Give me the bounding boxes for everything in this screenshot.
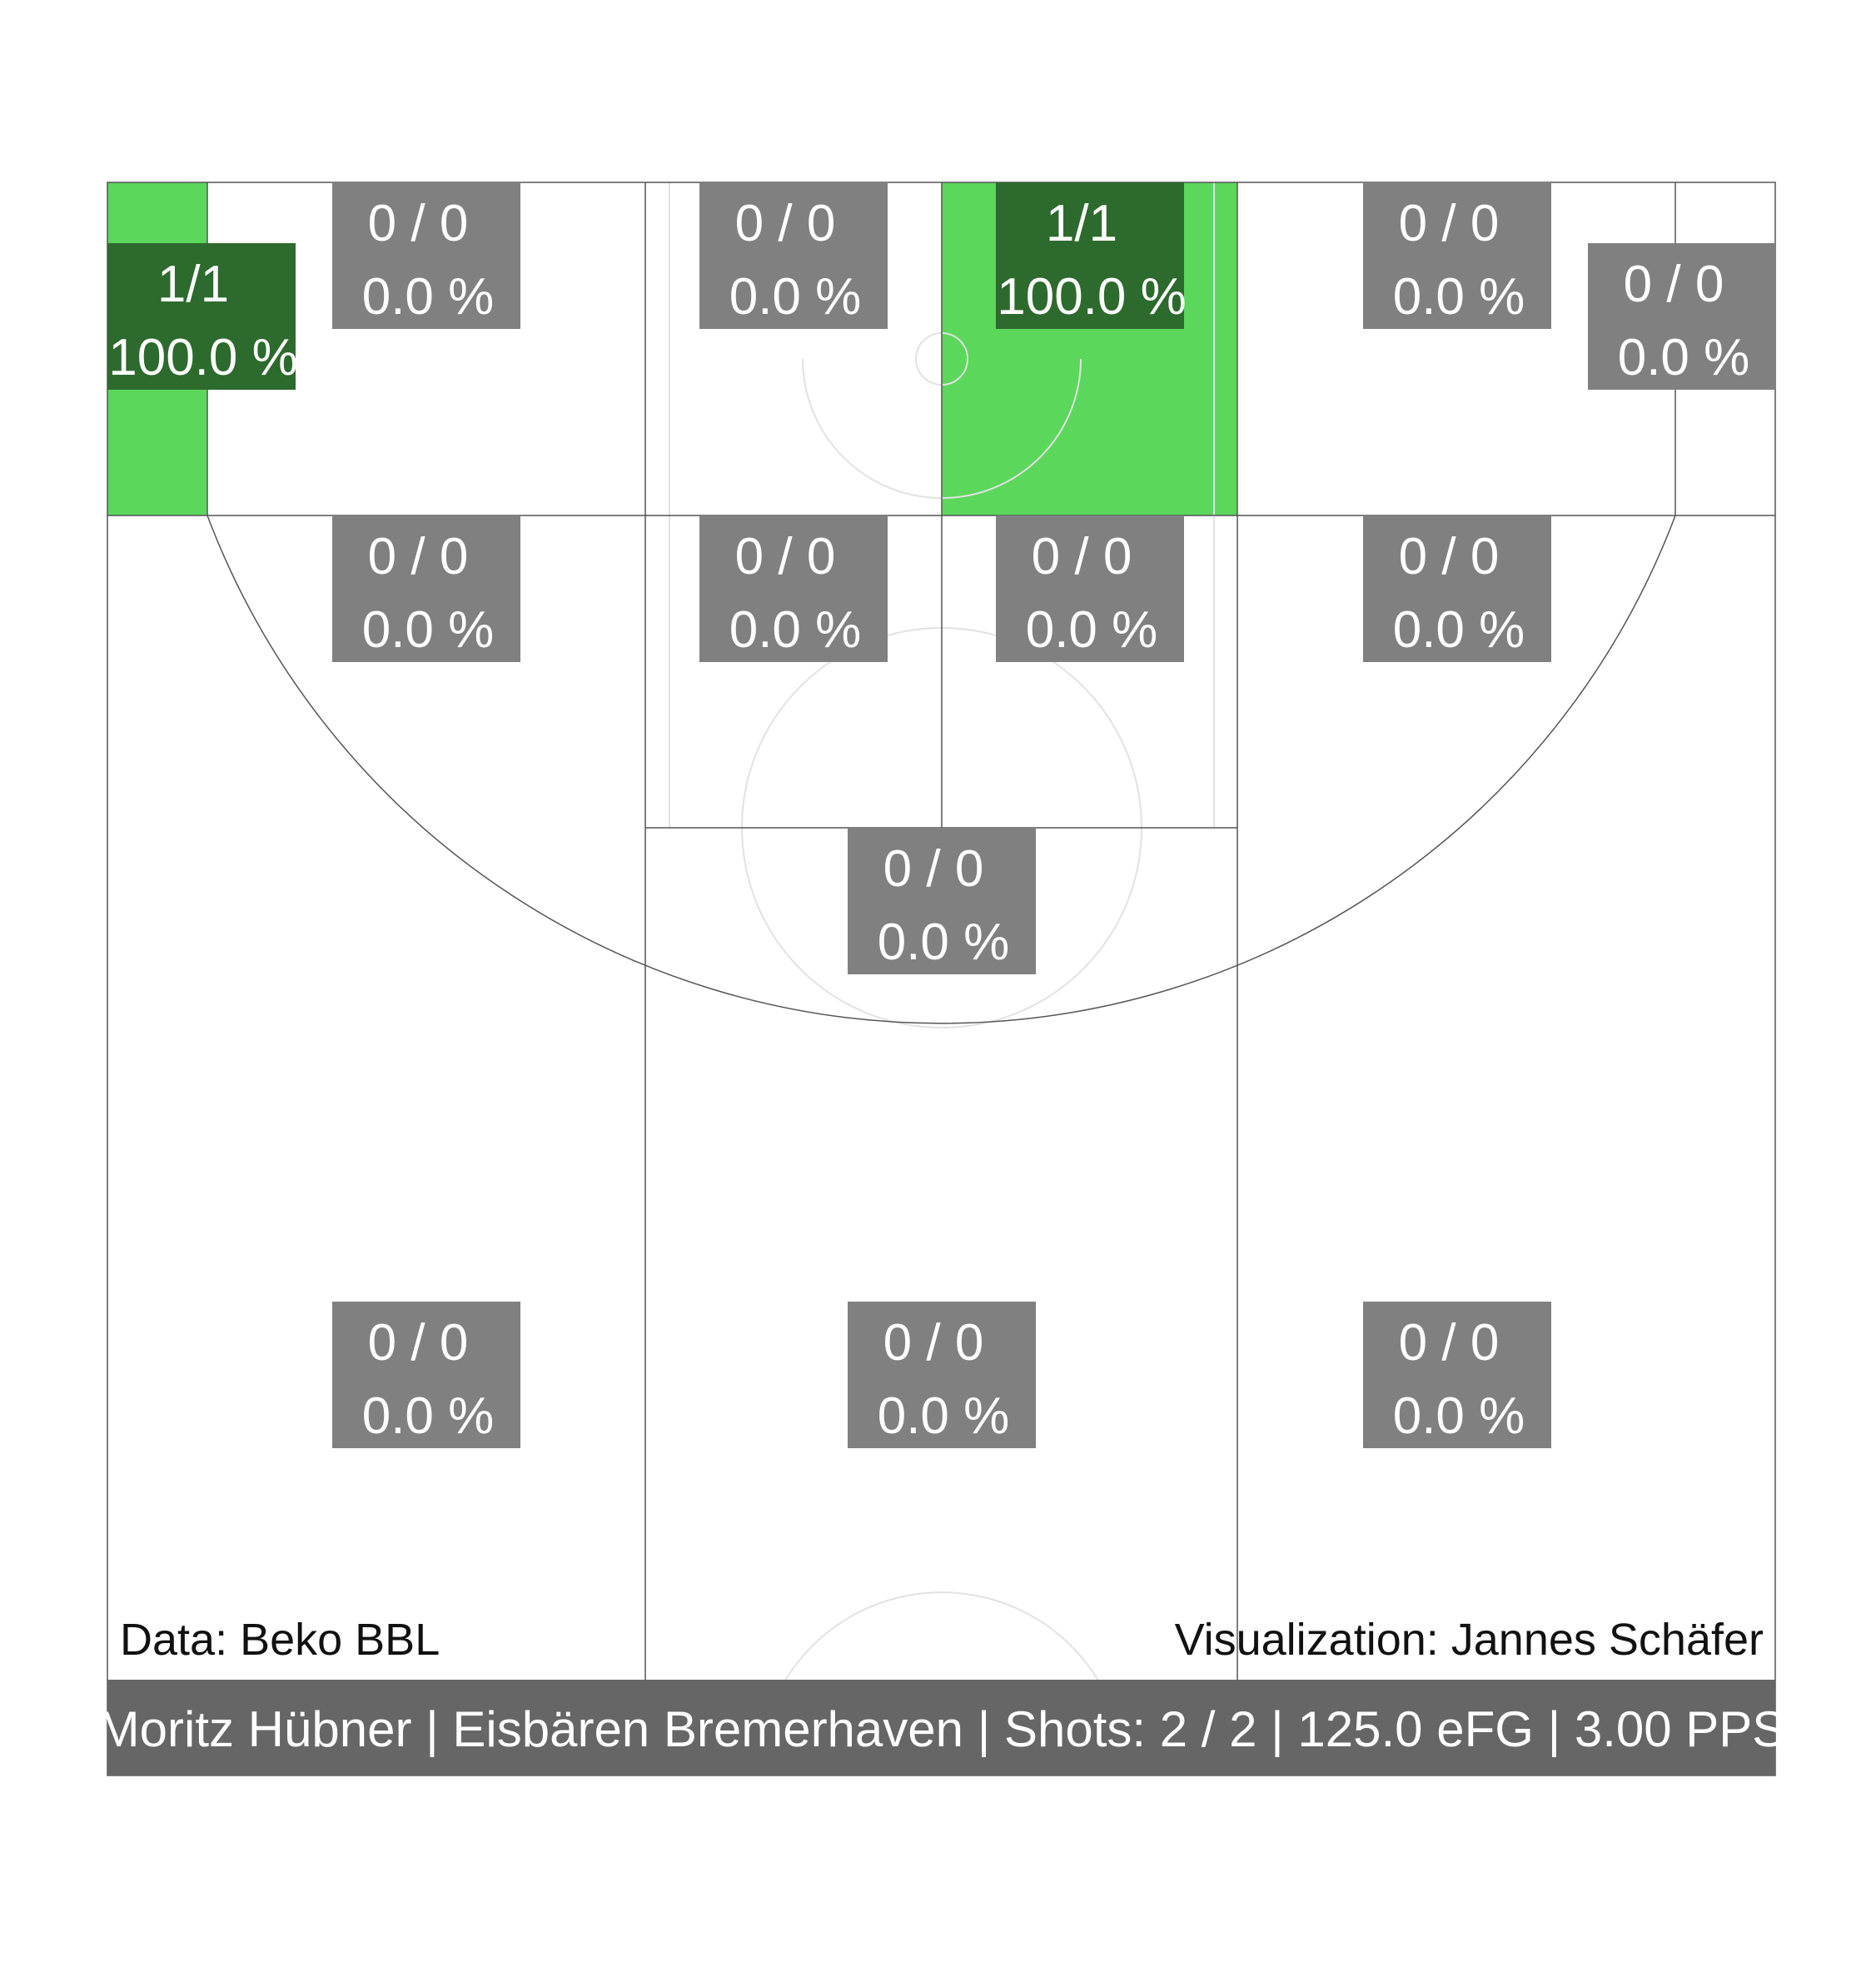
zone-attempts-label: 0 / 0 xyxy=(1399,195,1500,252)
zone-label-lane-right: 0 / 0 0.0 % xyxy=(996,515,1184,662)
zone-label-box xyxy=(1363,1302,1551,1448)
zone-label-box xyxy=(1363,182,1551,329)
zone-label-box xyxy=(332,1302,520,1448)
zone-attempts-label: 0 / 0 xyxy=(1624,256,1724,313)
zone-label-box xyxy=(332,182,520,329)
zone-attempts-label: 0 / 0 xyxy=(368,195,469,252)
zone-attempts-label: 0 / 0 xyxy=(1032,528,1132,585)
zone-label-box xyxy=(1363,515,1551,662)
zone-percentage-label: 0.0 % xyxy=(1026,601,1158,659)
zone-percentage-label: 100.0 % xyxy=(997,268,1187,326)
zone-percentage-label: 100.0 % xyxy=(108,329,298,386)
zone-attempts-label: 0 / 0 xyxy=(735,528,836,585)
zone-label-box xyxy=(996,182,1184,329)
zone-label-left-corner-3: 1/1 100.0 % xyxy=(107,243,298,390)
zone-label-right-wing-3: 0 / 0 0.0 % xyxy=(1363,1302,1551,1448)
zone-label-box xyxy=(996,515,1184,662)
zone-boundaries xyxy=(107,182,1776,1776)
zone-label-box xyxy=(1588,243,1776,390)
data-source-credit: Data: Beko BBL xyxy=(120,1615,440,1665)
zone-attempts-label: 0 / 0 xyxy=(368,528,469,585)
zone-attempts-label: 0 / 0 xyxy=(1399,528,1500,585)
zone-attempts-label: 0 / 0 xyxy=(883,840,984,898)
zone-label-lane-left: 0 / 0 0.0 % xyxy=(699,515,888,662)
zone-label-paint-right: 1/1 100.0 % xyxy=(996,182,1187,329)
zone-label-right-elbow-mid: 0 / 0 0.0 % xyxy=(1363,515,1551,662)
zone-percentage-label: 0.0 % xyxy=(1393,1387,1525,1445)
player-summary: Moritz Hübner | Eisbären Bremerhaven | S… xyxy=(98,1701,1786,1757)
zone-attempts-label: 0 / 0 xyxy=(1399,1314,1500,1372)
zone-label-right-corner-3: 0 / 0 0.0 % xyxy=(1588,243,1776,390)
zone-label-right-baseline-mid: 0 / 0 0.0 % xyxy=(1363,182,1551,329)
visualization-credit: Visualization: Jannes Schäfer xyxy=(1175,1615,1764,1665)
zone-label-top-3: 0 / 0 0.0 % xyxy=(848,1302,1036,1448)
zone-percentage-label: 0.0 % xyxy=(729,268,862,326)
zone-percentage-label: 0.0 % xyxy=(362,1387,495,1445)
zone-percentage-label: 0.0 % xyxy=(878,914,1010,971)
zone-label-box xyxy=(848,1302,1036,1448)
zone-label-left-wing-3: 0 / 0 0.0 % xyxy=(332,1302,520,1448)
zone-percentage-label: 0.0 % xyxy=(1393,268,1525,326)
zone-percentage-label: 0.0 % xyxy=(1618,329,1750,386)
zone-attempts-label: 0 / 0 xyxy=(883,1314,984,1372)
three-point-arc xyxy=(207,515,1676,1024)
zone-attempts-label: 0 / 0 xyxy=(735,195,836,252)
zone-label-left-baseline-mid: 0 / 0 0.0 % xyxy=(332,182,520,329)
zone-label-box xyxy=(699,515,888,662)
zone-label-paint-left: 0 / 0 0.0 % xyxy=(699,182,888,329)
zone-attempts-label: 0 / 0 xyxy=(368,1314,469,1372)
zone-label-left-elbow-mid: 0 / 0 0.0 % xyxy=(332,515,520,662)
summary-bar xyxy=(107,1680,1775,1775)
zone-labels: 1/1 100.0 % 0 / 0 0.0 % 0 / 0 0.0 % 1/1 100.0 %… xyxy=(107,182,1776,1448)
zone-label-box xyxy=(107,243,296,390)
zone-label-box xyxy=(332,515,520,662)
zone-percentage-label: 0.0 % xyxy=(362,601,495,659)
zone-label-box xyxy=(699,182,888,329)
zone-percentage-label: 0.0 % xyxy=(878,1387,1010,1445)
zone-label-top-key-mid: 0 / 0 0.0 % xyxy=(848,828,1036,974)
zone-label-box xyxy=(848,828,1036,974)
zone-percentage-label: 0.0 % xyxy=(729,601,862,659)
zone-percentage-label: 0.0 % xyxy=(1393,601,1525,659)
zone-percentage-label: 0.0 % xyxy=(362,268,495,326)
zone-attempts-label: 1/1 xyxy=(157,256,229,313)
zone-attempts-label: 1/1 xyxy=(1046,195,1117,252)
